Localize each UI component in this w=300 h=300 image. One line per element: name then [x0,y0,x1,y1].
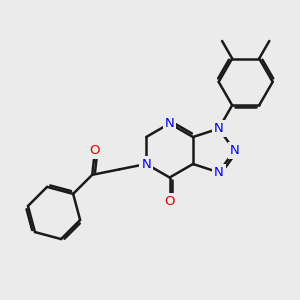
Text: N: N [141,158,151,170]
Text: O: O [164,195,175,208]
Text: N: N [214,122,224,135]
Text: N: N [165,117,175,130]
Text: N: N [230,144,239,157]
Text: N: N [214,166,224,179]
Text: O: O [90,144,100,157]
